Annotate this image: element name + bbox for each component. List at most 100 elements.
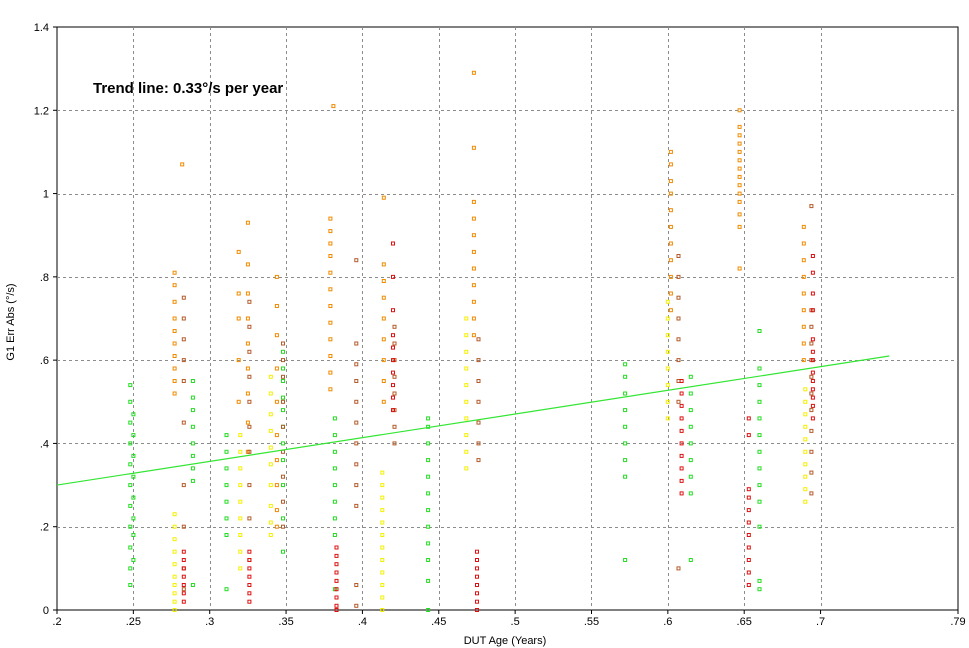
data-point-red [391,383,395,388]
data-point-green [190,441,195,446]
data-point-yellow [268,374,273,379]
data-point-green [426,608,431,612]
data-point-yellow [238,516,243,521]
data-point-green [131,533,136,537]
data-point-green [623,374,628,379]
data-point-red [247,574,252,579]
data-point-green [623,362,628,367]
y-tick-label: .8 [40,272,49,284]
data-point-brown [392,391,397,396]
data-point-green [332,466,337,471]
data-point-yellow [172,524,177,529]
data-point-orange [668,224,673,229]
data-point-green [688,374,693,379]
data-point-red [391,333,395,338]
data-point-red [679,403,684,408]
data-point-yellow [380,533,385,537]
data-point-brown [181,337,186,342]
data-point-orange [471,249,476,254]
x-tick-label: .3 [205,616,214,628]
data-point-green [281,441,285,446]
data-point-green [131,474,136,479]
data-point-yellow [464,333,469,338]
data-point-yellow [464,433,469,438]
data-point-red [746,520,751,525]
data-point-brown [809,449,814,454]
data-point-green [190,379,195,383]
data-point-green [426,441,431,446]
data-point-orange [668,241,673,246]
data-point-orange [328,270,333,275]
data-point-red [181,599,186,604]
data-point-red [810,270,815,275]
data-point-yellow [380,483,385,488]
data-point-green [190,395,195,400]
data-point-green [426,508,431,513]
data-point-orange [801,241,806,246]
data-point-orange [172,299,177,304]
data-point-green [688,474,693,479]
data-point-brown [181,524,186,529]
data-point-orange [668,191,673,196]
data-point-red [679,478,684,483]
data-point-orange [737,158,742,163]
data-point-yellow [803,474,808,479]
data-point-green [128,420,133,425]
data-point-orange [668,149,673,154]
data-point-brown [281,374,285,379]
data-point-orange [381,295,386,300]
data-point-red [810,337,815,342]
data-point-red [679,453,684,458]
data-point-green [623,458,628,463]
data-point-red [746,570,751,575]
data-point-red [679,416,684,421]
data-point-brown [354,462,359,467]
data-point-yellow [464,399,469,404]
data-point-green [757,433,762,438]
data-point-orange [471,216,476,221]
data-point-red [810,370,815,375]
data-point-brown [354,341,359,346]
data-point-green [190,583,195,587]
plot-frame [56,26,959,611]
data-point-yellow [803,387,808,392]
data-point-orange [328,354,333,358]
data-point-red [334,595,339,600]
data-point-green [426,578,431,583]
data-point-orange [328,337,333,342]
data-point-brown [354,362,359,367]
data-point-green [688,424,693,429]
data-point-brown [392,341,397,346]
data-point-brown [476,420,481,425]
data-point-orange [274,458,279,463]
data-point-brown [676,254,681,258]
data-point-green [757,399,762,404]
data-point-green [224,466,229,471]
x-tick-label: .4 [358,616,367,628]
data-point-red [334,578,339,583]
data-point-orange [471,266,476,271]
data-point-orange [801,258,806,263]
data-point-red [810,416,815,421]
data-point-orange [381,337,386,342]
data-point-brown [809,408,814,413]
data-point-orange [737,108,742,113]
data-point-yellow [172,574,177,579]
data-point-orange [236,399,241,404]
data-point-red [391,308,395,313]
data-point-red [679,428,684,433]
data-point-orange [172,283,177,288]
data-point-brown [809,324,814,329]
data-point-red [475,574,479,579]
data-point-green [224,516,229,521]
data-point-green [128,524,133,529]
data-point-brown [676,295,681,300]
data-point-green [131,516,136,521]
data-point-yellow [172,599,177,604]
data-point-brown [247,516,252,521]
trend-line [56,355,890,486]
data-point-red [810,379,815,383]
data-point-orange [668,291,673,296]
x-tick-label: .25 [126,616,141,628]
data-point-brown [181,587,186,592]
